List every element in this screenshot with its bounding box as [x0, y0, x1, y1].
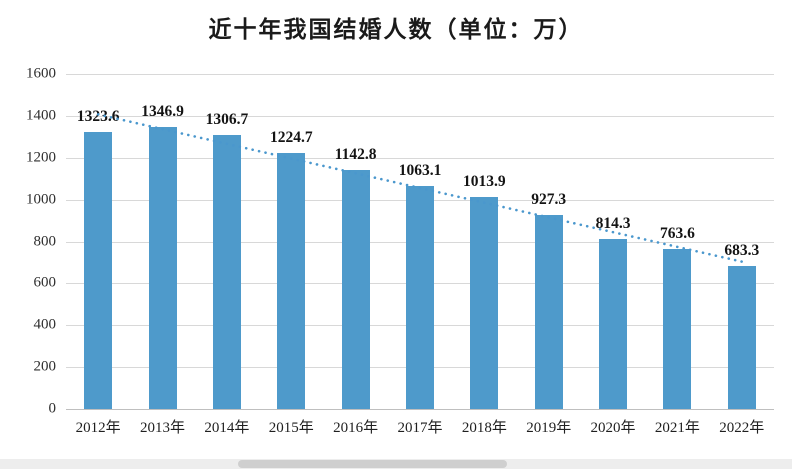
x-tick-label: 2015年	[268, 419, 314, 436]
bar	[406, 186, 434, 409]
bar-value-label: 683.3	[724, 241, 760, 259]
y-axis: 0 200 400 600 800 1000 1200 1400 1600	[18, 66, 66, 417]
y-tick-label: 600	[33, 274, 57, 291]
x-tick-label: 2012年	[75, 419, 121, 436]
y-tick-label: 1600	[26, 65, 56, 82]
horizontal-scrollbar	[0, 459, 792, 469]
y-tick-label: 400	[33, 316, 57, 333]
x-tick-label: 2017年	[397, 419, 443, 436]
y-tick-label: 1400	[26, 107, 56, 124]
scrollbar-thumb[interactable]	[237, 460, 507, 468]
bar-value-label: 814.3	[595, 214, 631, 232]
x-tick-label: 2013年	[140, 419, 186, 436]
y-tick-label: 800	[33, 233, 57, 249]
x-tick-label: 2022年	[719, 419, 765, 436]
bar	[470, 196, 499, 409]
bar	[148, 127, 177, 409]
chart-body: 0 200 400 600 800 1000 1200 1400 1600 1323.6 1346…	[18, 66, 774, 417]
gridline	[66, 157, 774, 159]
x-tick-label: 2016年	[333, 419, 379, 436]
gridline	[66, 409, 774, 410]
bar-value-label: 1013.9	[463, 172, 506, 190]
y-tick-label: 0	[48, 400, 57, 417]
y-tick-label: 1000	[26, 191, 56, 208]
plot-area: 1323.6 1346.9 1306.7 1224.7 1142.8 1063.1 1013…	[66, 74, 774, 410]
x-axis: 2012年 2013年 2014年 2015年 2016年 2017年 2018年 2019年…	[66, 409, 774, 443]
bar	[599, 238, 628, 409]
gridline	[66, 115, 774, 117]
bar	[727, 265, 756, 409]
bar	[212, 135, 241, 409]
bar	[341, 169, 370, 409]
x-tick-label: 2018年	[461, 419, 507, 436]
bar	[277, 152, 306, 409]
y-tick-label: 1200	[26, 149, 56, 166]
bar	[84, 131, 113, 409]
bar-value-label: 1323.6	[76, 107, 120, 125]
x-tick-label: 2014年	[204, 419, 250, 436]
bar-value-label: 1063.1	[398, 162, 442, 180]
x-tick-label: 2021年	[654, 419, 700, 436]
x-tick-label: 2019年	[526, 419, 572, 436]
bar-value-label: 763.6	[660, 225, 695, 243]
x-tick-label: 2020年	[590, 419, 636, 436]
bar	[534, 214, 563, 409]
bar	[663, 249, 692, 409]
chart-title: 近十年我国结婚人数（单位：万）	[208, 17, 584, 42]
bar-value-label: 1142.8	[334, 145, 377, 163]
bar-value-label: 1346.9	[141, 103, 184, 120]
bar-value-label: 1224.7	[269, 128, 313, 146]
bar-value-label: 1306.7	[205, 111, 249, 129]
bar-value-label: 927.3	[531, 190, 567, 208]
gridline	[66, 74, 774, 75]
trendline	[96, 113, 744, 263]
y-tick-label: 200	[33, 358, 57, 375]
